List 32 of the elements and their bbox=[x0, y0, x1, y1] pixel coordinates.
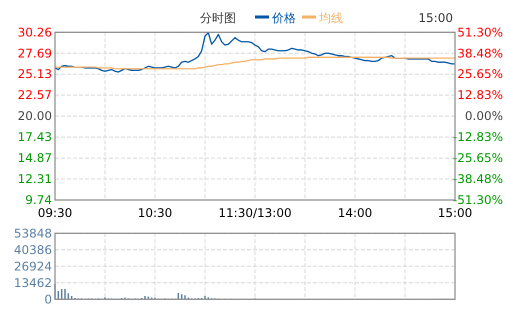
x-tick-label: 15:00 bbox=[438, 206, 472, 220]
y-tick-label: 22.57 bbox=[18, 88, 52, 102]
text: 15:00 bbox=[418, 11, 453, 25]
y2-tick-label: 51.30% bbox=[457, 25, 503, 40]
y-tick-label: 26924 bbox=[14, 259, 52, 274]
y2-tick-label: 0.00% bbox=[464, 109, 503, 124]
y-tick-label: 14.87 bbox=[18, 151, 52, 166]
legend-label: 价格 bbox=[271, 11, 296, 25]
y-tick-label: 40386 bbox=[14, 242, 52, 257]
y2-tick-label: -51.30% bbox=[452, 193, 503, 207]
y2-tick-label: 38.48% bbox=[457, 46, 503, 60]
y2-tick-label: -38.48% bbox=[452, 172, 503, 186]
y-tick-label: 9.74 bbox=[25, 193, 52, 207]
x-tick-label: 10:30 bbox=[138, 206, 172, 220]
y2-tick-label: 25.65% bbox=[457, 67, 503, 82]
y-tick-label: 17.43 bbox=[18, 130, 52, 144]
y2-tick-label: -12.83% bbox=[452, 130, 503, 144]
y2-tick-label: -25.65% bbox=[452, 151, 503, 166]
x-tick-label: 14:00 bbox=[338, 206, 372, 220]
y-tick-label: 13462 bbox=[14, 276, 52, 290]
y-tick-label: 53848 bbox=[14, 226, 52, 240]
y2-tick-label: 12.83% bbox=[457, 88, 503, 102]
y-tick-label: 25.13 bbox=[18, 67, 52, 82]
y-tick-label: 0 bbox=[44, 292, 52, 306]
x-tick-label: 09:30 bbox=[38, 206, 72, 220]
y-tick-label: 12.31 bbox=[18, 172, 52, 186]
y-tick-label: 30.26 bbox=[18, 25, 52, 40]
y-tick-label: 27.69 bbox=[18, 46, 52, 60]
x-tick-label: 11:30/13:00 bbox=[218, 206, 292, 220]
chart-title: 分时图 bbox=[200, 11, 236, 25]
legend-label: 均线 bbox=[318, 11, 343, 25]
y-tick-label: 20.00 bbox=[18, 109, 52, 124]
